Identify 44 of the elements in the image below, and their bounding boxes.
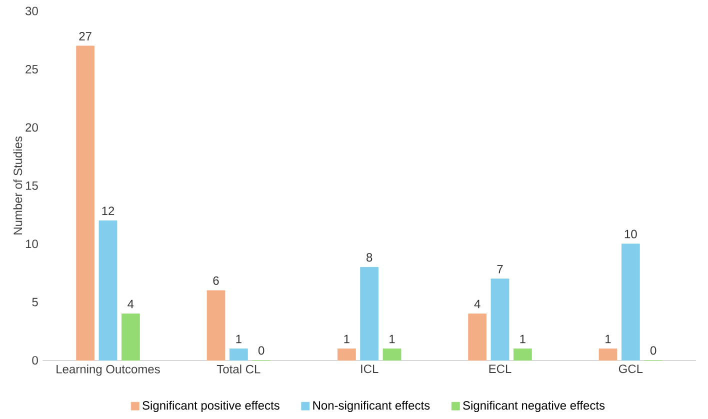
y-tick-label: 5 <box>32 298 38 306</box>
data-label: 4 <box>128 300 134 308</box>
bar <box>337 348 356 361</box>
data-label: 7 <box>497 264 503 274</box>
data-label: 6 <box>213 276 219 285</box>
data-label: 4 <box>474 300 480 308</box>
data-label: 0 <box>650 346 656 355</box>
data-label: 10 <box>624 230 637 238</box>
y-tick-label: 25 <box>26 64 38 74</box>
bar <box>121 314 140 361</box>
data-label: 1 <box>344 334 350 344</box>
data-label: 0 <box>258 346 264 355</box>
y-tick-label: 30 <box>26 6 38 16</box>
y-tick-label: 10 <box>26 240 38 248</box>
x-tick-label: ECL <box>489 364 512 374</box>
legend-label: Significant negative effects <box>463 400 605 412</box>
data-label: 12 <box>102 206 114 215</box>
data-label: 1 <box>236 334 242 344</box>
bar <box>382 348 402 361</box>
data-label: 27 <box>79 32 92 40</box>
bar <box>76 46 95 361</box>
x-tick-label: Learning Outcomes <box>56 364 160 376</box>
bar <box>98 220 118 361</box>
bar <box>513 348 532 361</box>
y-axis-title: Number of Studies <box>13 136 22 234</box>
bar <box>598 348 618 361</box>
bar <box>621 244 640 361</box>
legend-label: Significant positive effects <box>142 400 280 412</box>
legend-label: Non-significant effects <box>313 400 430 412</box>
data-label: 1 <box>520 334 526 344</box>
data-label: 8 <box>366 253 372 262</box>
bar <box>229 348 248 361</box>
bar <box>206 290 226 361</box>
x-tick-label: GCL <box>618 364 643 374</box>
bar <box>360 266 379 361</box>
x-tick-label: ICL <box>361 364 378 374</box>
y-tick-label: 0 <box>32 356 38 365</box>
y-tick-label: 20 <box>26 123 38 132</box>
y-tick-label: 15 <box>26 181 38 190</box>
data-label: 1 <box>390 334 395 344</box>
data-label: 1 <box>606 334 611 344</box>
bar <box>468 314 487 361</box>
x-tick-label: Total CL <box>216 364 260 374</box>
bar <box>490 278 510 361</box>
